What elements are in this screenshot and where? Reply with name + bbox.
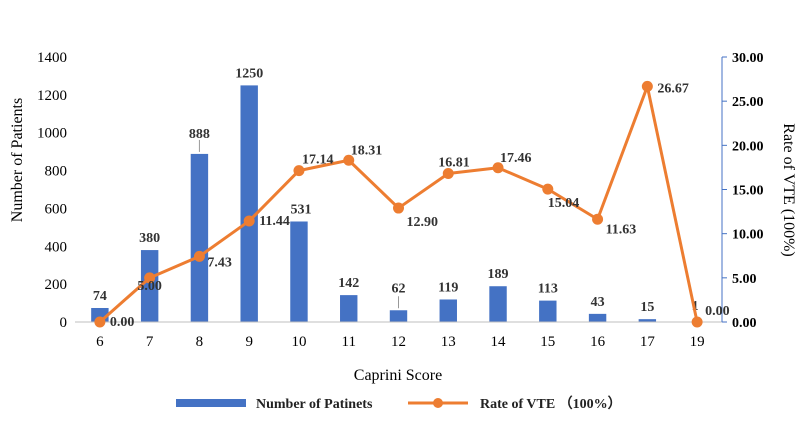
y-tick-label: 0	[60, 315, 68, 331]
bar-value-label: 62	[392, 281, 406, 296]
x-tick-label: 16	[590, 334, 606, 350]
y2-tick-label: 0.00	[732, 316, 757, 331]
line-point	[243, 215, 255, 227]
bar-value-label: 15	[640, 300, 654, 315]
line-value-label: 7.43	[207, 255, 232, 270]
x-tick-label: 8	[196, 334, 204, 350]
line-series	[94, 80, 703, 328]
line-value-label: 0.00	[705, 304, 730, 319]
x-tick-label: 9	[245, 334, 253, 350]
line-value-label: 16.81	[438, 156, 470, 171]
bar	[340, 295, 358, 322]
bar	[240, 85, 258, 323]
y-tick-label: 200	[45, 277, 68, 293]
x-axis-title: Caprini Score	[354, 367, 442, 384]
line-point	[691, 316, 703, 328]
line-value-label: 17.14	[302, 153, 334, 168]
y-tick-label: 800	[45, 164, 68, 180]
bar	[638, 319, 657, 322]
bar	[140, 250, 159, 322]
bar-value-label: 1250	[235, 66, 263, 81]
line-point	[343, 154, 355, 166]
line-point	[94, 316, 106, 328]
y2-tick-label: 5.00	[732, 272, 757, 287]
line-point	[492, 162, 504, 174]
y2-tick-label: 20.00	[732, 139, 764, 154]
y2-tick-label: 30.00	[732, 51, 764, 66]
y-tick-label: 1200	[37, 88, 67, 104]
line-point	[592, 213, 604, 225]
y2-tick-label: 25.00	[732, 95, 764, 110]
x-tick-label: 6	[96, 334, 104, 350]
x-tick-label: 17	[640, 334, 656, 350]
bar-value-label: 74	[93, 289, 107, 304]
x-tick-label: 7	[146, 334, 154, 350]
x-tick-label: 15	[540, 334, 555, 350]
legend-line-marker	[433, 398, 443, 408]
line-point	[442, 168, 454, 180]
bar-value-label: 189	[488, 267, 509, 282]
y2-tick-label: 10.00	[732, 228, 764, 243]
bar-value-label: 43	[591, 295, 605, 310]
line-value-label: 17.46	[500, 151, 532, 166]
y-tick-label: 400	[45, 239, 68, 255]
bar	[539, 300, 557, 322]
x-tick-label: 11	[342, 334, 356, 350]
line-value-label: 11.44	[259, 214, 290, 229]
line-value-label: 26.67	[657, 81, 689, 96]
line-point	[193, 250, 205, 262]
x-tick-label: 10	[291, 334, 306, 350]
x-tick-label: 13	[441, 334, 456, 350]
y-tick-label: 1400	[37, 50, 67, 66]
y2-axis-title: Rate of VTE (100%)	[780, 123, 797, 256]
bar-value-label: 531	[290, 202, 311, 217]
bar-value-label: 380	[139, 231, 160, 246]
axes: 0 200 400 600 800 1000 1200 1400 0.00 5.00 10.00 15…	[37, 50, 764, 350]
line-data-labels: 0.00 5.00 7.43 11.44 17.14 18.31 12.90 16.81 17.…	[110, 81, 730, 330]
bar-value-label: 119	[438, 280, 458, 295]
bar	[389, 310, 408, 322]
bar-series	[91, 85, 706, 323]
line-value-label: 18.31	[351, 143, 383, 158]
line-value-label: 11.63	[606, 222, 637, 237]
x-tick-label: 14	[491, 334, 507, 350]
line-point	[542, 183, 554, 195]
bar-value-label: 142	[338, 276, 359, 291]
x-tick-label: 12	[391, 334, 406, 350]
y-tick-label: 1000	[37, 126, 67, 142]
line-point	[641, 80, 653, 92]
bar	[290, 221, 308, 322]
line-value-label: 12.90	[407, 215, 439, 230]
line-value-label: 0.00	[110, 315, 135, 330]
bar-value-label: 113	[538, 282, 558, 297]
line-point	[293, 165, 305, 177]
y-tick-label: 600	[45, 201, 68, 217]
legend: Number of Patinets Rate of VTE （100%）	[176, 396, 622, 412]
legend-bar-swatch	[176, 399, 246, 407]
x-tick-label: 19	[690, 334, 705, 350]
line-point	[144, 272, 156, 284]
bar	[190, 153, 209, 322]
line-value-label: 15.04	[548, 196, 580, 211]
bar	[588, 313, 607, 322]
line-value-label: 5.00	[137, 279, 162, 294]
y-axis-title: Number of Patients	[9, 98, 26, 222]
legend-bar-label: Number of Patinets	[256, 397, 373, 412]
bar-value-label: 888	[189, 127, 210, 142]
legend-line-label: Rate of VTE （100%）	[480, 396, 622, 412]
bar	[489, 286, 507, 322]
line-point	[393, 202, 404, 214]
y2-tick-label: 15.00	[732, 184, 764, 199]
bar	[439, 299, 457, 322]
